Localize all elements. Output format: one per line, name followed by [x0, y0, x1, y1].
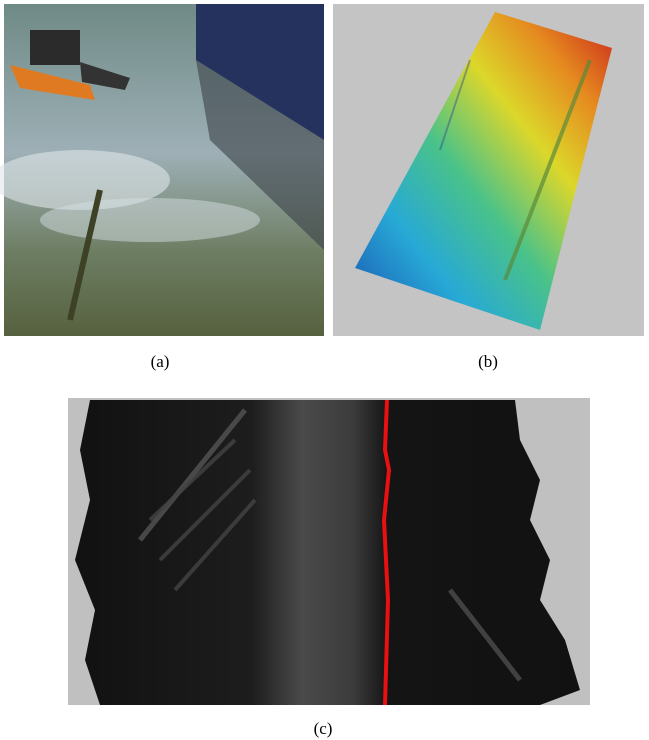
panel-label: (a): [151, 352, 170, 371]
page: {"figure": {"panels": [{"label": "(a)"},…: [0, 0, 649, 740]
cloud-reflection: [40, 198, 260, 242]
panel-label: (b): [478, 352, 498, 371]
panel-a-image: [0, 4, 324, 336]
body: (a) (b) (c) (() => { const data = JSON.p…: [0, 0, 649, 740]
panel-label: (c): [314, 719, 333, 738]
boat-deck: [30, 30, 80, 65]
panel-b-image: [333, 4, 644, 336]
figure: (a) (b) (c): [0, 0, 649, 740]
panel-c-image: [68, 398, 590, 705]
